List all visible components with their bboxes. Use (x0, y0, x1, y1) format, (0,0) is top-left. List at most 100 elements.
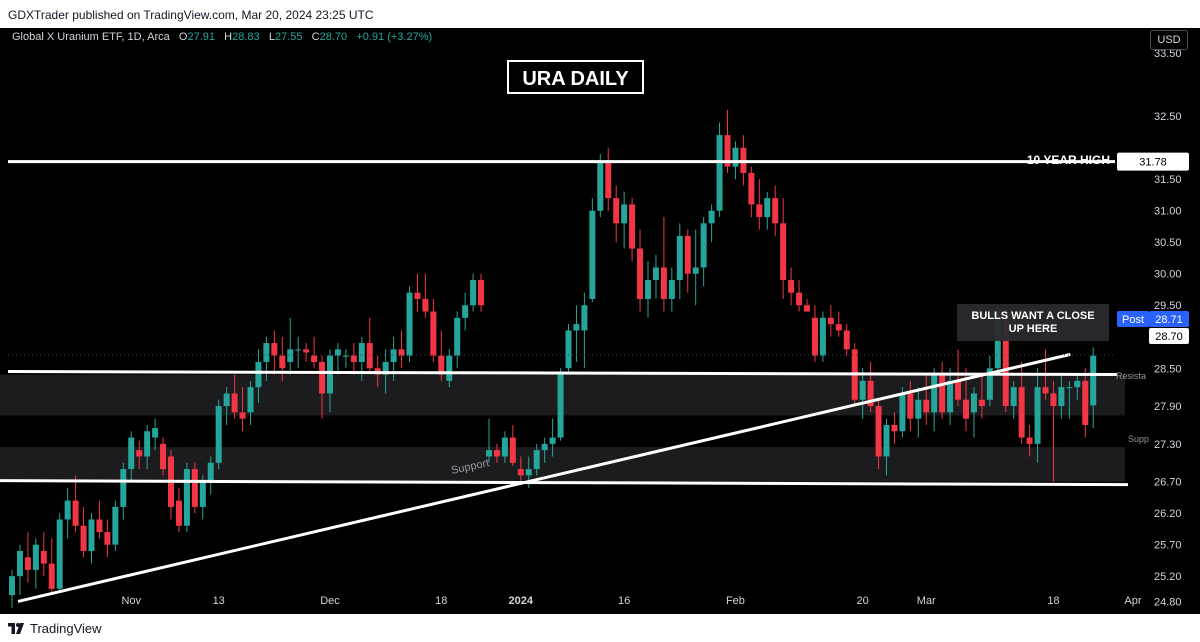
callout-text-line2: UP HERE (1009, 323, 1058, 335)
x-tick-label: 16 (618, 595, 630, 607)
candle-body (152, 428, 159, 438)
x-tick-label: Mar (917, 595, 936, 607)
candle-body (978, 399, 985, 407)
candle-body (342, 355, 349, 357)
candle-body (700, 223, 707, 268)
candle-body (80, 525, 87, 551)
x-tick-label: 13 (213, 595, 225, 607)
candle-body (430, 311, 437, 356)
candle-body (422, 298, 429, 312)
symbol-name: Global X Uranium ETF, 1D, Arca (12, 31, 170, 43)
candle-body (748, 172, 755, 205)
callout-text-line1: BULLS WANT A CLOSE (971, 310, 1094, 322)
candle-body (1066, 387, 1073, 389)
candle-body (16, 550, 23, 577)
candle-body (1082, 380, 1089, 425)
candle-body (271, 343, 278, 356)
y-tick-label: 31.50 (1154, 174, 1182, 186)
candle-body (986, 368, 993, 400)
candle-body (517, 469, 524, 476)
candle-body (215, 406, 222, 463)
candle-body (652, 267, 659, 281)
last-price-text: 28.70 (1155, 331, 1183, 343)
candle-body (660, 267, 667, 299)
candle-body (859, 380, 866, 400)
candle-body (175, 500, 182, 526)
close-value: 28.70 (319, 31, 348, 43)
publisher-text: GDXTrader published on TradingView.com, … (8, 8, 374, 22)
candle-body (334, 349, 341, 356)
x-tick-label: 20 (857, 595, 869, 607)
candle-body (104, 532, 111, 545)
candle-body (32, 544, 39, 570)
candle-body (478, 280, 485, 306)
y-tick-label: 28.50 (1154, 363, 1182, 375)
candle-body (88, 519, 95, 551)
candle-body (621, 204, 628, 224)
y-tick-label: 31.00 (1154, 206, 1182, 218)
candle-body (509, 437, 516, 463)
post-price-badge (1149, 311, 1189, 327)
candle-body (327, 355, 333, 394)
y-tick-label: 26.20 (1154, 508, 1182, 520)
candle-body (819, 317, 826, 356)
candle-body (963, 399, 969, 419)
resistance-zone-label: Resista (1116, 371, 1146, 381)
candle-body (398, 349, 405, 356)
candle-body (676, 235, 683, 281)
brand-name: TradingView (30, 621, 102, 636)
candle-body (605, 160, 612, 199)
x-tick-label: Feb (726, 595, 745, 607)
x-tick-label: 18 (435, 595, 447, 607)
candle-body (454, 317, 461, 356)
candle-body (279, 355, 286, 369)
candle-body (732, 147, 739, 167)
ten-year-high-price-badge (1117, 152, 1189, 171)
candle-body (1010, 387, 1017, 407)
candle-body (764, 198, 771, 218)
candle-body (406, 292, 413, 356)
candle-body (263, 343, 270, 362)
candle-body (629, 204, 636, 249)
last-price-badge (1149, 328, 1189, 344)
publish-header: GDXTrader published on TradingView.com, … (0, 0, 1200, 28)
candle-body (804, 305, 810, 312)
y-tick-label: 26.70 (1154, 477, 1182, 489)
candle-body (875, 406, 882, 457)
candle-body (589, 210, 596, 299)
post-badge-label: Post (1122, 314, 1144, 326)
candle-body (565, 330, 572, 369)
candle-body (9, 576, 15, 596)
currency-button[interactable]: USD (1150, 30, 1188, 50)
candle-body (645, 280, 651, 299)
candle-body (128, 437, 135, 470)
candle-body (573, 324, 580, 331)
y-tick-label: 25.20 (1154, 571, 1182, 583)
candle-body (24, 557, 31, 570)
candle-body (684, 235, 691, 274)
candle-body (637, 248, 644, 299)
support-zone-label: Supp (1128, 434, 1149, 444)
y-tick-label: 32.50 (1154, 111, 1182, 123)
candle-body (780, 223, 787, 281)
candle-body (287, 349, 294, 362)
candle-body (692, 267, 699, 274)
candle-body (772, 198, 779, 224)
y-tick-label: 24.80 (1154, 596, 1182, 608)
chart-area[interactable]: Support URA DAILY 10 YEAR HIGH BULLS WANT A… (0, 28, 1200, 614)
x-tick-label: Nov (121, 595, 141, 607)
y-tick-label: 25.70 (1154, 540, 1182, 552)
change-value: +0.91 (+3.27%) (356, 31, 433, 43)
candle-body (414, 292, 421, 299)
candle-body (883, 424, 890, 457)
candle-body (827, 317, 834, 325)
candle-body (533, 450, 540, 470)
tradingview-logo-icon (8, 623, 24, 634)
candle-body (223, 393, 230, 407)
close-label: C (311, 31, 320, 43)
candle-body (255, 361, 262, 388)
candle-body (120, 469, 127, 507)
candle-body (1002, 311, 1009, 407)
candle-body (191, 469, 198, 507)
